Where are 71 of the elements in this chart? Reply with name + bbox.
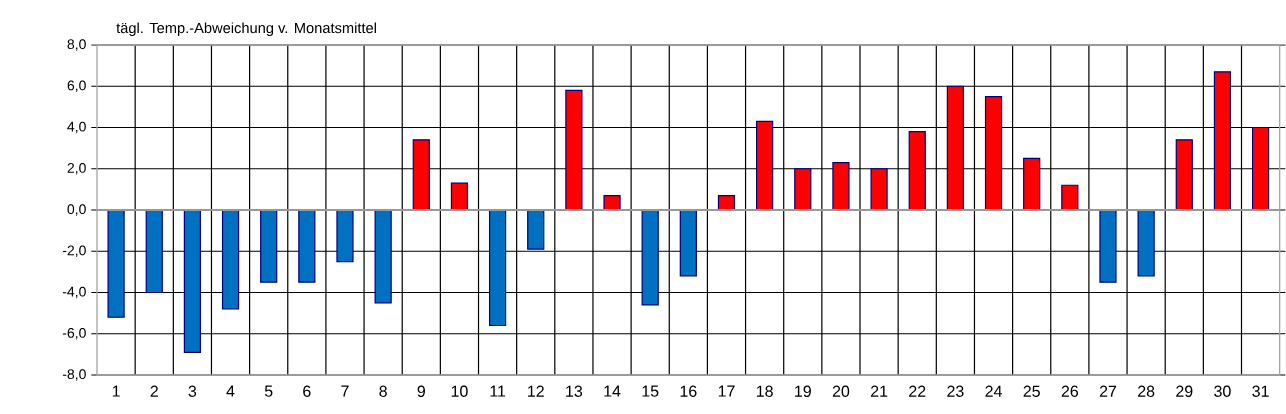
bar bbox=[527, 209, 545, 250]
y-tick-label: 0,0 bbox=[67, 204, 86, 216]
x-tick-label: 30 bbox=[1214, 385, 1231, 397]
y-tick-label: -4,0 bbox=[62, 286, 86, 299]
bar bbox=[794, 168, 812, 211]
x-tick-label: 14 bbox=[604, 385, 621, 397]
bar bbox=[641, 209, 659, 306]
bar bbox=[1061, 184, 1079, 211]
x-tick-label: 9 bbox=[417, 385, 425, 397]
bar bbox=[1251, 126, 1270, 211]
bar bbox=[221, 209, 240, 310]
bar bbox=[565, 89, 583, 211]
bar bbox=[336, 209, 354, 263]
bar bbox=[412, 139, 430, 211]
y-tick-label: 2,0 bbox=[67, 162, 86, 175]
bar bbox=[603, 194, 621, 211]
x-tick-label: 27 bbox=[1099, 385, 1117, 397]
bar bbox=[679, 209, 697, 277]
bar bbox=[870, 168, 888, 211]
y-tick-label: 6,0 bbox=[67, 80, 86, 93]
x-tick-label: 18 bbox=[756, 385, 773, 397]
x-tick-label: 21 bbox=[870, 385, 888, 397]
x-tick-label: 10 bbox=[451, 385, 468, 397]
x-tick-label: 13 bbox=[566, 385, 583, 397]
bar bbox=[908, 131, 926, 211]
x-tick-label: 16 bbox=[680, 385, 697, 397]
bar bbox=[1099, 209, 1117, 283]
bar bbox=[1175, 139, 1193, 211]
y-tick-label: -6,0 bbox=[62, 327, 86, 340]
bar bbox=[145, 209, 163, 294]
x-tick-label: 17 bbox=[718, 385, 735, 397]
x-tick-label: 6 bbox=[303, 385, 311, 397]
y-tick-label: -8,0 bbox=[62, 369, 86, 381]
bar bbox=[298, 209, 316, 283]
x-tick-label: 24 bbox=[985, 385, 1002, 397]
bar bbox=[832, 161, 850, 211]
x-tick-label: 3 bbox=[188, 385, 197, 397]
bar bbox=[1213, 71, 1232, 211]
y-tick-label: -2,0 bbox=[62, 245, 86, 258]
x-tick-label: 31 bbox=[1252, 385, 1269, 397]
x-tick-label: 22 bbox=[909, 385, 926, 397]
x-tick-label: 5 bbox=[264, 385, 273, 397]
x-tick-label: 11 bbox=[490, 385, 506, 397]
bar bbox=[756, 120, 774, 211]
bar bbox=[1137, 209, 1155, 277]
bar bbox=[374, 209, 392, 304]
bar bbox=[488, 209, 507, 327]
bar bbox=[260, 209, 278, 283]
y-tick-label: 8,0 bbox=[67, 39, 86, 51]
x-tick-label: 1 bbox=[112, 385, 120, 397]
bar bbox=[183, 209, 201, 353]
bar bbox=[1023, 157, 1041, 211]
x-tick-label: 26 bbox=[1061, 385, 1079, 397]
x-tick-label: 12 bbox=[528, 385, 544, 397]
x-tick-label: 29 bbox=[1176, 385, 1193, 397]
x-tick-label: 8 bbox=[379, 385, 387, 397]
x-tick-label: 4 bbox=[226, 385, 235, 397]
bar bbox=[450, 182, 469, 211]
bar bbox=[107, 209, 125, 318]
x-tick-label: 20 bbox=[832, 385, 850, 397]
x-tick-label: 19 bbox=[795, 385, 811, 397]
x-tick-label: 15 bbox=[642, 385, 659, 397]
chart-title: tägl. Temp.-Abweichung v. Monatsmittel bbox=[116, 22, 376, 37]
y-tick-label: 4,0 bbox=[67, 121, 86, 134]
x-tick-label: 2 bbox=[150, 385, 158, 397]
x-tick-label: 23 bbox=[947, 385, 964, 397]
bar bbox=[946, 85, 964, 211]
x-tick-label: 25 bbox=[1023, 385, 1040, 397]
x-tick-label: 7 bbox=[341, 385, 349, 397]
bar bbox=[984, 95, 1003, 211]
x-tick-label: 28 bbox=[1138, 385, 1155, 397]
